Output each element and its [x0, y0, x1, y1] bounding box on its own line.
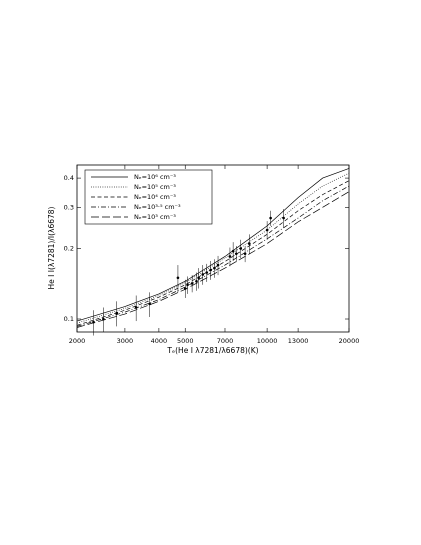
- y-tick-label: 0.4: [64, 174, 74, 182]
- data-point: [209, 268, 212, 272]
- data-point: [134, 306, 138, 309]
- x-tick-label: 4000: [151, 337, 168, 345]
- data-point: [228, 255, 232, 258]
- data-point: [201, 273, 205, 276]
- legend-label: Nₑ=10³ cm⁻³: [134, 213, 176, 221]
- data-point: [213, 266, 216, 270]
- data-point: [265, 228, 269, 232]
- data-point: [234, 252, 238, 256]
- x-tick-label: 13000: [288, 337, 309, 345]
- data-point: [243, 252, 247, 256]
- legend-label: Nₑ=10⁴ cm⁻³: [134, 193, 176, 201]
- data-point: [216, 263, 220, 267]
- legend-label: Nₑ=10³·⁵ cm⁻³: [134, 203, 181, 211]
- data-point: [248, 242, 251, 245]
- y-tick-label: 0.3: [64, 203, 74, 211]
- x-tick-label: 3000: [117, 337, 134, 345]
- data-point: [197, 276, 200, 280]
- data-point: [282, 216, 285, 220]
- data-point: [195, 279, 198, 283]
- data-point: [176, 276, 180, 280]
- data-point: [148, 302, 151, 306]
- data-point: [102, 317, 105, 321]
- data-point: [190, 282, 194, 285]
- data-point: [231, 249, 235, 253]
- data-point: [183, 287, 187, 290]
- data-point: [269, 216, 272, 220]
- x-tick-label: 20000: [339, 337, 360, 345]
- data-point: [92, 320, 95, 324]
- x-tick-label: 2000: [69, 337, 86, 345]
- data-point: [186, 283, 189, 287]
- data-point: [239, 247, 243, 250]
- y-tick-label: 0.2: [64, 245, 74, 253]
- x-axis-label: Tₑ(He I λ7281/λ6678)(K): [166, 346, 258, 355]
- legend-label: Nₑ=10⁵ cm⁻³: [134, 183, 176, 191]
- data-point: [205, 271, 209, 274]
- y-tick-label: 0.1: [64, 315, 74, 323]
- legend-label: Nₑ=10⁶ cm⁻³: [134, 173, 176, 181]
- x-tick-label: 10000: [257, 337, 278, 345]
- x-tick-label: 5000: [177, 337, 194, 345]
- data-point: [115, 311, 119, 315]
- x-tick-label: 7000: [217, 337, 234, 345]
- y-axis-label: He I I(λ7281)/I(λ6678): [47, 206, 56, 289]
